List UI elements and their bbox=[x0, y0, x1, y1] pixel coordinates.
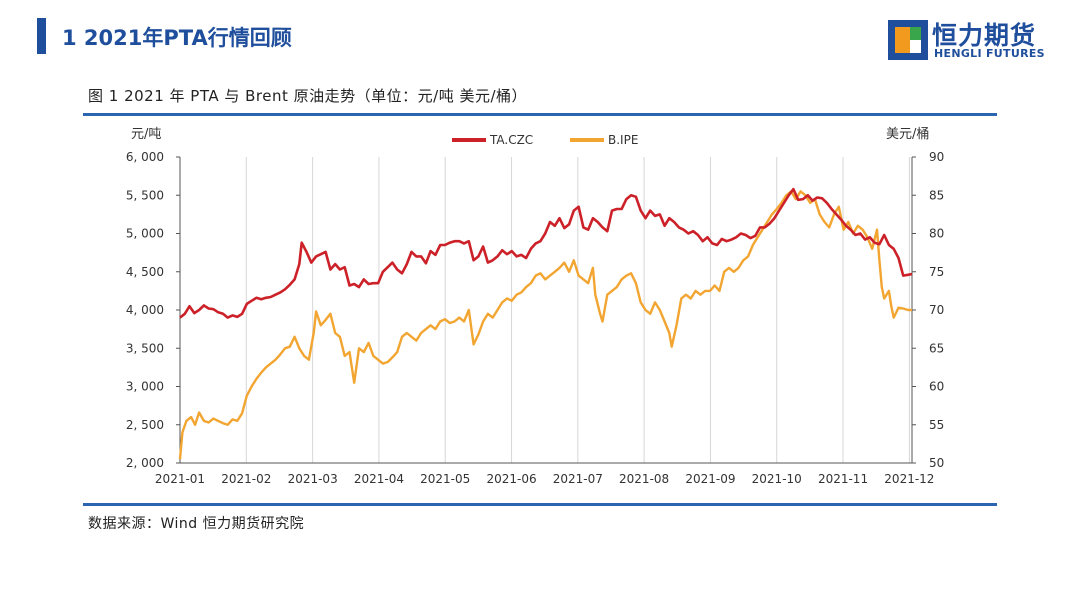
y-right-tick-label: 55 bbox=[929, 418, 944, 432]
legend-label: TA.CZC bbox=[489, 133, 533, 147]
y-left-tick-label: 6, 000 bbox=[126, 150, 164, 164]
x-tick-label: 2021-09 bbox=[685, 472, 735, 486]
y-left-tick-label: 4, 000 bbox=[126, 303, 164, 317]
x-tick-label: 2021-03 bbox=[288, 472, 338, 486]
left-axis-unit: 元/吨 bbox=[131, 127, 161, 142]
right-axis-unit: 美元/桶 bbox=[886, 127, 929, 142]
y-right-tick-label: 80 bbox=[929, 227, 944, 241]
y-right-tick-label: 65 bbox=[929, 341, 944, 355]
y-left-tick-label: 2, 500 bbox=[126, 418, 164, 432]
data-source: 数据来源：Wind 恒力期货研究院 bbox=[88, 516, 305, 532]
x-tick-label: 2021-12 bbox=[884, 472, 934, 486]
x-tick-label: 2021-11 bbox=[818, 472, 868, 486]
x-tick-label: 2021-02 bbox=[221, 472, 271, 486]
y-left-tick-label: 4, 500 bbox=[126, 265, 164, 279]
x-tick-label: 2021-05 bbox=[420, 472, 470, 486]
chart-grid bbox=[179, 157, 910, 463]
logo-text-cn: 恒力期货 bbox=[932, 21, 1037, 50]
chart-legend: TA.CZC B.IPE bbox=[452, 133, 638, 147]
x-tick-label: 2021-07 bbox=[553, 472, 603, 486]
logo-text-en: HENGLI FUTURES bbox=[934, 47, 1045, 60]
y-right-tick-label: 90 bbox=[929, 150, 944, 164]
series-line-ta-czc bbox=[179, 187, 913, 319]
x-tick-label: 2021-01 bbox=[155, 472, 205, 486]
top-divider bbox=[83, 113, 997, 116]
figure-title: 图 1 2021 年 PTA 与 Brent 原油走势（单位：元/吨 美元/桶） bbox=[88, 87, 528, 105]
bottom-divider bbox=[83, 503, 997, 506]
y-left-tick-label: 3, 000 bbox=[126, 380, 164, 394]
section-title-bar bbox=[37, 18, 46, 54]
logo-mark-icon bbox=[888, 20, 928, 60]
y-right-tick-label: 70 bbox=[929, 303, 944, 317]
chart-axes bbox=[176, 156, 916, 464]
x-tick-label: 2021-08 bbox=[619, 472, 669, 486]
legend-label: B.IPE bbox=[608, 133, 638, 147]
y-right-tick-label: 75 bbox=[929, 265, 944, 279]
section-title: 1 2021年PTA行情回顾 bbox=[62, 26, 292, 50]
y-left-tick-label: 2, 000 bbox=[126, 456, 164, 470]
y-right-tick-label: 85 bbox=[929, 188, 944, 202]
y-left-tick-label: 3, 500 bbox=[126, 341, 164, 355]
y-right-tick-label: 50 bbox=[929, 456, 944, 470]
x-tick-label: 2021-06 bbox=[486, 472, 536, 486]
y-left-tick-label: 5, 500 bbox=[126, 188, 164, 202]
company-logo: 恒力期货 HENGLI FUTURES bbox=[886, 16, 1056, 64]
y-right-tick-label: 60 bbox=[929, 380, 944, 394]
chart-series bbox=[178, 187, 913, 460]
x-tick-label: 2021-04 bbox=[354, 472, 404, 486]
series-line-b-ipe bbox=[178, 190, 912, 460]
y-left-tick-label: 5, 000 bbox=[126, 227, 164, 241]
chart-labels: 2021-01 2021-02 2021-03 2021-04 2021-05 2021-… bbox=[126, 127, 944, 486]
x-tick-label: 2021-10 bbox=[752, 472, 802, 486]
